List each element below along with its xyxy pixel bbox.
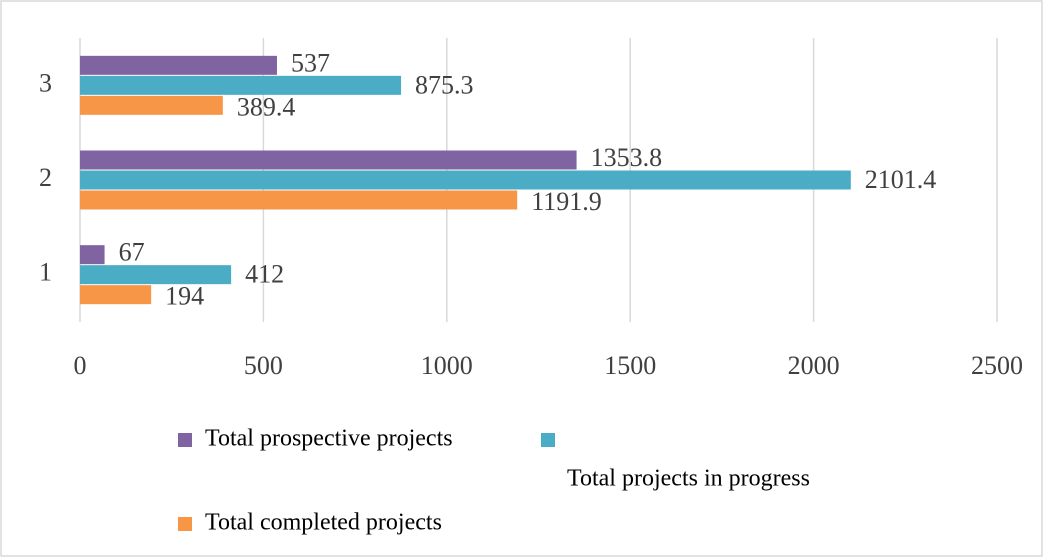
legend-label: Total completed projects	[205, 510, 442, 536]
data-label: 2101.4	[865, 165, 937, 194]
data-label: 875.3	[415, 70, 474, 99]
x-tick-label: 500	[244, 351, 283, 380]
bar	[80, 190, 518, 210]
bar	[80, 150, 577, 170]
x-tick-label: 1000	[421, 351, 473, 380]
y-tick-label: 1	[39, 258, 52, 287]
bar	[80, 285, 152, 305]
data-label: 389.4	[237, 92, 295, 121]
data-label: 67	[119, 238, 145, 267]
y-tick-label: 2	[39, 163, 52, 192]
data-label: 1353.8	[591, 143, 663, 172]
bar	[80, 265, 232, 285]
x-tick-label: 2500	[971, 351, 1023, 380]
legend-label: Total prospective projects	[205, 426, 453, 452]
x-tick-label: 2000	[788, 351, 840, 380]
data-label: 537	[291, 48, 330, 77]
y-tick-label: 3	[39, 68, 52, 97]
legend-swatch	[178, 433, 192, 447]
legend-swatch	[178, 517, 192, 531]
data-label: 194	[165, 282, 204, 311]
data-label: 412	[245, 260, 284, 289]
bar	[80, 55, 277, 75]
bar	[80, 95, 223, 115]
x-tick-label: 0	[74, 351, 87, 380]
legend-label: Total projects in progress	[567, 466, 810, 492]
data-label: 1191.9	[531, 187, 602, 216]
legend-swatch	[541, 433, 555, 447]
bar	[80, 75, 402, 95]
bar	[80, 245, 105, 265]
x-tick-label: 1500	[604, 351, 656, 380]
bar	[80, 170, 851, 190]
